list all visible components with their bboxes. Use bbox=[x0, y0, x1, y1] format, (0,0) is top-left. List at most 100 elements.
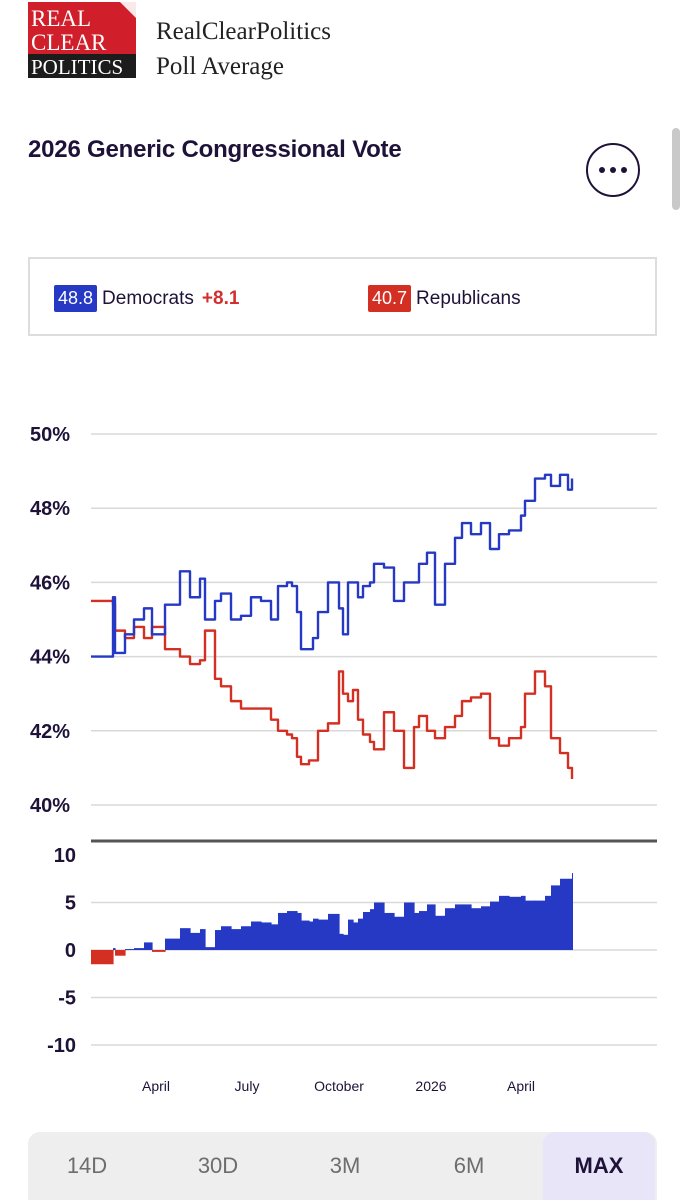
spread-bar bbox=[134, 948, 145, 950]
spread-bar bbox=[278, 912, 288, 950]
spread-bar bbox=[339, 933, 344, 950]
dem-label: Democrats bbox=[102, 287, 194, 309]
y-tick-label: 44% bbox=[30, 647, 70, 669]
spread-bar bbox=[125, 949, 135, 950]
y-tick-label: -5 bbox=[58, 988, 76, 1010]
rep-label: Republicans bbox=[416, 287, 521, 309]
spread-bar bbox=[348, 919, 354, 950]
y-tick-label: 42% bbox=[30, 721, 70, 743]
spread-bar bbox=[297, 912, 302, 950]
spread-bar bbox=[525, 900, 536, 950]
y-tick-label: 40% bbox=[30, 795, 70, 817]
spread-bar bbox=[318, 919, 329, 950]
spread-bar bbox=[435, 915, 446, 950]
rep-value-badge: 40.7 bbox=[368, 285, 412, 312]
x-tick-label: July bbox=[235, 1078, 260, 1094]
y-tick-label: 50% bbox=[30, 424, 70, 446]
logo-word-clear: CLEAR bbox=[31, 30, 107, 55]
y-tick-label: 5 bbox=[65, 893, 76, 915]
range-button-30d[interactable]: 30D bbox=[197, 1153, 239, 1178]
spread-bar bbox=[200, 929, 206, 950]
legend-republicans[interactable]: 40.7 Republicans bbox=[368, 285, 521, 312]
spread-bar bbox=[427, 904, 436, 950]
x-tick-label: 2026 bbox=[415, 1078, 446, 1094]
spread-bar bbox=[551, 885, 561, 950]
spread-bar bbox=[545, 895, 552, 950]
republicans-line bbox=[91, 599, 574, 780]
spread-bar bbox=[568, 878, 573, 950]
range-button-max[interactable]: MAX bbox=[543, 1132, 655, 1200]
spread-bar bbox=[509, 896, 522, 950]
spread-bar bbox=[374, 902, 385, 950]
spread-bar bbox=[404, 902, 415, 950]
more-dot-icon bbox=[599, 167, 605, 173]
spread-bar bbox=[462, 904, 472, 950]
range-selector: 14D 30D 3M 6M MAX bbox=[28, 1132, 657, 1200]
logo-word-real: REAL bbox=[31, 6, 91, 31]
spread-bar bbox=[499, 895, 510, 950]
x-tick-label: April bbox=[142, 1078, 170, 1094]
spread-bar bbox=[165, 938, 181, 950]
more-options-button[interactable] bbox=[586, 143, 640, 197]
range-button-6m[interactable]: 6M bbox=[453, 1153, 485, 1178]
spread-bar bbox=[115, 950, 126, 956]
brand-name: RealClearPolitics bbox=[156, 18, 331, 45]
legend-democrats[interactable]: 48.8 Democrats +8.1 bbox=[54, 285, 239, 312]
y-tick-label: 10 bbox=[54, 845, 76, 867]
spread-bar bbox=[490, 901, 500, 950]
x-tick-label: April bbox=[507, 1078, 535, 1094]
democrats-line bbox=[91, 473, 574, 658]
range-button-3m[interactable]: 3M bbox=[329, 1153, 361, 1178]
spread-bar bbox=[113, 948, 116, 950]
spread-bar bbox=[241, 926, 252, 950]
spread-bar bbox=[205, 947, 216, 950]
spread-bar bbox=[251, 921, 262, 950]
range-button-14d[interactable]: 14D bbox=[66, 1153, 108, 1178]
spread-bar bbox=[572, 873, 573, 950]
spread-bar bbox=[328, 913, 340, 950]
spread-bar bbox=[221, 926, 232, 950]
spread-bar bbox=[106, 950, 114, 965]
spread-bar bbox=[231, 929, 242, 950]
page-title: 2026 Generic Congressional Vote bbox=[28, 136, 402, 163]
spread-bar bbox=[414, 912, 420, 950]
spread-bar bbox=[271, 924, 279, 950]
spread-bar bbox=[363, 912, 371, 950]
rcp-logo[interactable]: REAL CLEAR POLITICS bbox=[28, 2, 140, 78]
spread-bar bbox=[190, 932, 201, 950]
spread-bar bbox=[91, 950, 107, 965]
y-tick-label: 48% bbox=[30, 498, 70, 520]
spread-bar bbox=[560, 878, 569, 950]
spread-bar bbox=[419, 911, 428, 950]
chart-legend: 48.8 Democrats +8.1 40.7 Republicans bbox=[28, 257, 657, 336]
scrollbar[interactable] bbox=[672, 128, 680, 210]
spread-bar bbox=[313, 918, 319, 950]
spread-bar bbox=[455, 904, 463, 950]
brand-subtitle: Poll Average bbox=[156, 53, 284, 80]
spread-bar bbox=[353, 922, 359, 950]
more-dot-icon bbox=[621, 167, 627, 173]
spread-bar bbox=[343, 934, 349, 950]
spread-bar bbox=[261, 922, 272, 950]
spread-bar bbox=[292, 911, 298, 950]
spread-bar bbox=[394, 916, 405, 950]
spread-bar bbox=[535, 900, 546, 950]
spread-bar bbox=[144, 942, 153, 950]
y-tick-label: 46% bbox=[30, 572, 70, 594]
spread-bar bbox=[445, 908, 456, 950]
poll-average-chart[interactable]: 50% 48% 46% 44% 42% 40% 10 5 0 -5 -10 April July Octo… bbox=[0, 410, 686, 1100]
brand-title: RealClearPolitics Poll Average bbox=[156, 14, 331, 84]
y-tick-label: 0 bbox=[65, 940, 76, 962]
x-tick-label: October bbox=[314, 1078, 364, 1094]
spread-value: +8.1 bbox=[201, 287, 240, 309]
spread-bar bbox=[471, 908, 482, 950]
spread-bar bbox=[215, 930, 222, 950]
spread-bar bbox=[370, 909, 375, 950]
spread-bar bbox=[309, 921, 314, 950]
y-tick-label: -10 bbox=[47, 1035, 76, 1057]
spread-bar bbox=[521, 895, 526, 950]
logo-word-politics: POLITICS bbox=[31, 55, 123, 78]
spread-bar bbox=[301, 920, 310, 950]
spread-bar bbox=[358, 918, 364, 950]
dem-value-badge: 48.8 bbox=[54, 285, 98, 312]
